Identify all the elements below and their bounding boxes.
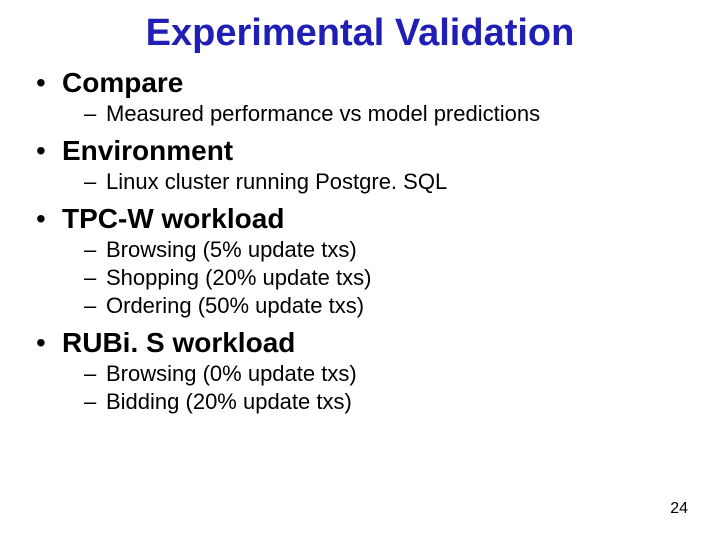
bullet-level2-label: Bidding (20% update txs)	[106, 389, 352, 415]
bullet-level2-label: Ordering (50% update txs)	[106, 293, 364, 319]
bullet-dash-icon: –	[84, 265, 106, 291]
bullet-level2: –Bidding (20% update txs)	[36, 389, 690, 415]
bullet-level1: •Compare	[36, 67, 690, 99]
bullet-level2-label: Browsing (5% update txs)	[106, 237, 357, 263]
bullet-level2: –Ordering (50% update txs)	[36, 293, 690, 319]
bullet-dot-icon: •	[36, 203, 62, 235]
bullet-dash-icon: –	[84, 169, 106, 195]
bullet-dot-icon: •	[36, 135, 62, 167]
bullet-level2-label: Browsing (0% update txs)	[106, 361, 357, 387]
slide: Experimental Validation •Compare–Measure…	[0, 0, 720, 540]
bullet-level2: –Shopping (20% update txs)	[36, 265, 690, 291]
bullet-level1-label: Environment	[62, 135, 233, 167]
bullet-level2-label: Linux cluster running Postgre. SQL	[106, 169, 447, 195]
bullet-dash-icon: –	[84, 293, 106, 319]
bullet-dash-icon: –	[84, 361, 106, 387]
bullet-level1-label: TPC-W workload	[62, 203, 284, 235]
bullet-dash-icon: –	[84, 101, 106, 127]
bullet-level1: •Environment	[36, 135, 690, 167]
bullet-dot-icon: •	[36, 67, 62, 99]
page-number: 24	[670, 500, 688, 518]
bullet-dot-icon: •	[36, 327, 62, 359]
bullet-level2: –Browsing (5% update txs)	[36, 237, 690, 263]
bullet-level2: –Linux cluster running Postgre. SQL	[36, 169, 690, 195]
bullet-level2-label: Shopping (20% update txs)	[106, 265, 371, 291]
bullet-level1: •TPC-W workload	[36, 203, 690, 235]
bullet-level1: •RUBi. S workload	[36, 327, 690, 359]
bullet-dash-icon: –	[84, 237, 106, 263]
bullet-level2: –Measured performance vs model predictio…	[36, 101, 690, 127]
bullet-dash-icon: –	[84, 389, 106, 415]
slide-title: Experimental Validation	[30, 12, 690, 55]
slide-content: •Compare–Measured performance vs model p…	[30, 67, 690, 415]
bullet-level1-label: RUBi. S workload	[62, 327, 295, 359]
bullet-level1-label: Compare	[62, 67, 183, 99]
bullet-level2: –Browsing (0% update txs)	[36, 361, 690, 387]
bullet-level2-label: Measured performance vs model prediction…	[106, 101, 540, 127]
